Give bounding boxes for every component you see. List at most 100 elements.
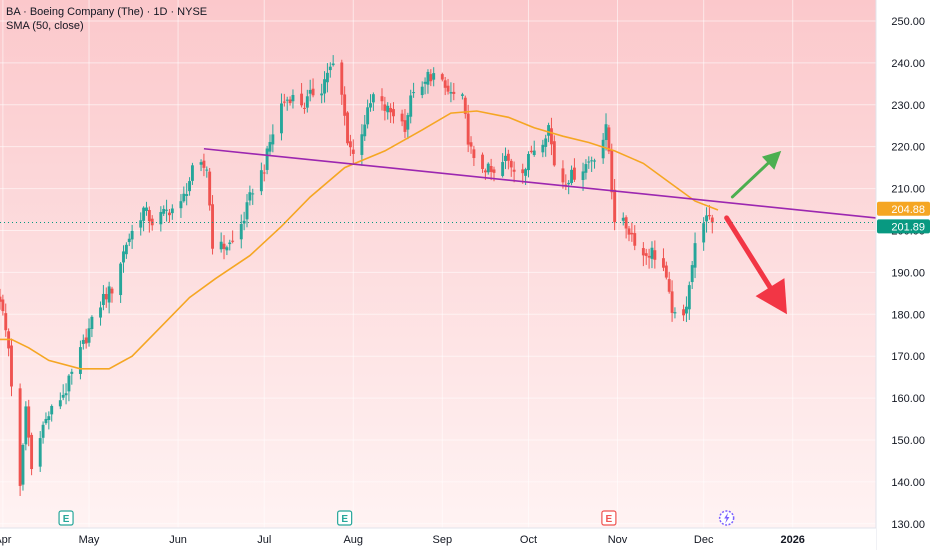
- candle-body: [426, 71, 430, 85]
- time-axis-panel[interactable]: [0, 528, 876, 550]
- y-tick-label: 250.00: [891, 16, 925, 28]
- candle-body: [199, 162, 203, 165]
- candle-body: [288, 99, 292, 104]
- candle-body: [673, 312, 677, 314]
- lightning-icon[interactable]: [718, 510, 735, 526]
- up-arrow-shaft: [730, 161, 770, 199]
- down-arrow[interactable]: [724, 215, 787, 315]
- candle-body: [607, 127, 611, 152]
- earnings-marker[interactable]: E: [337, 510, 353, 526]
- y-tick-label: 150.00: [891, 435, 925, 447]
- y-tick-label: 230.00: [891, 100, 925, 112]
- candle-body: [624, 217, 628, 229]
- indicator-label: SMA (50, close): [6, 20, 84, 32]
- y-tick-label: 180.00: [891, 309, 925, 321]
- candle-body: [219, 241, 223, 250]
- candle-body: [570, 169, 574, 184]
- candle-body: [529, 150, 533, 153]
- candle-body: [664, 265, 668, 278]
- candle-body: [90, 316, 94, 330]
- candle-body: [630, 232, 634, 235]
- candle-body: [550, 128, 553, 145]
- candle-body: [124, 244, 128, 255]
- x-tick-label: Oct: [520, 534, 537, 546]
- candle-body: [188, 181, 192, 192]
- candle-body: [47, 416, 51, 421]
- candle-body: [627, 228, 631, 235]
- candle-body: [452, 91, 456, 94]
- candle-body: [159, 212, 163, 225]
- candle-body: [300, 93, 304, 106]
- candle-body: [291, 94, 295, 102]
- candle-body: [50, 405, 54, 415]
- candle-body: [150, 218, 154, 226]
- candle-body: [670, 291, 674, 313]
- candle-body: [524, 169, 528, 176]
- candle-body: [486, 163, 490, 173]
- candle-body: [99, 307, 102, 318]
- earnings-marker[interactable]: E: [58, 510, 74, 526]
- candle-body: [147, 210, 151, 222]
- candle-body: [667, 279, 671, 292]
- candle-body: [613, 189, 617, 223]
- candle-body: [139, 220, 143, 228]
- candle-body: [460, 94, 464, 96]
- candle-body: [561, 168, 565, 183]
- earnings-marker[interactable]: E: [601, 510, 617, 526]
- earnings-marker-box: [337, 510, 353, 526]
- up-arrow[interactable]: [730, 150, 782, 199]
- candle-body: [351, 149, 355, 154]
- candle-body: [544, 138, 548, 147]
- lightning-icon-bolt: [724, 512, 730, 524]
- candle-body: [564, 184, 568, 186]
- y-tick-label: 130.00: [891, 519, 925, 531]
- candle-body: [647, 255, 651, 258]
- candle-body: [644, 253, 648, 256]
- candle-body: [584, 164, 588, 173]
- overlays: [0, 110, 877, 370]
- down-arrow-head: [755, 278, 787, 315]
- candle-body: [208, 171, 212, 206]
- candle-body: [323, 79, 326, 94]
- candle-body: [587, 161, 591, 163]
- candle-body: [650, 247, 654, 259]
- candle-body: [21, 444, 25, 485]
- candle-body: [119, 263, 123, 296]
- candle-body: [142, 207, 146, 221]
- candle-body: [340, 62, 344, 95]
- sma-value-badge: [877, 201, 930, 216]
- candle-body: [504, 155, 507, 162]
- candle-body: [429, 74, 433, 82]
- candle-body: [231, 240, 235, 242]
- candle-body: [170, 208, 174, 214]
- candle-body: [268, 142, 272, 152]
- last-price-badge-label: 201.89: [891, 221, 925, 233]
- candle-body: [432, 73, 436, 80]
- candle-body: [509, 160, 513, 168]
- candle-body: [348, 141, 352, 148]
- down-arrow-shaft: [724, 215, 773, 290]
- candle-body: [527, 153, 530, 171]
- candle-body: [185, 194, 189, 196]
- grid: [0, 0, 876, 528]
- candle-body: [547, 125, 551, 136]
- candle-body: [710, 217, 714, 223]
- candle-body: [265, 148, 269, 170]
- candle-body: [222, 243, 226, 249]
- y-tick-label: 210.00: [891, 184, 925, 196]
- candle-body: [64, 393, 68, 396]
- candle-body: [707, 215, 711, 217]
- candle-body: [501, 162, 505, 176]
- candle-body: [506, 153, 510, 161]
- trendline[interactable]: [203, 147, 877, 219]
- earnings-marker-label: E: [606, 514, 613, 525]
- candle-body: [443, 80, 447, 88]
- candle-body: [449, 92, 453, 94]
- x-tick-label: May: [79, 534, 100, 546]
- candle-body: [386, 105, 390, 113]
- price-axis-panel[interactable]: [876, 0, 932, 550]
- earnings-marker-box: [601, 510, 617, 526]
- earnings-marker-label: E: [63, 514, 70, 525]
- candle-body: [371, 94, 375, 103]
